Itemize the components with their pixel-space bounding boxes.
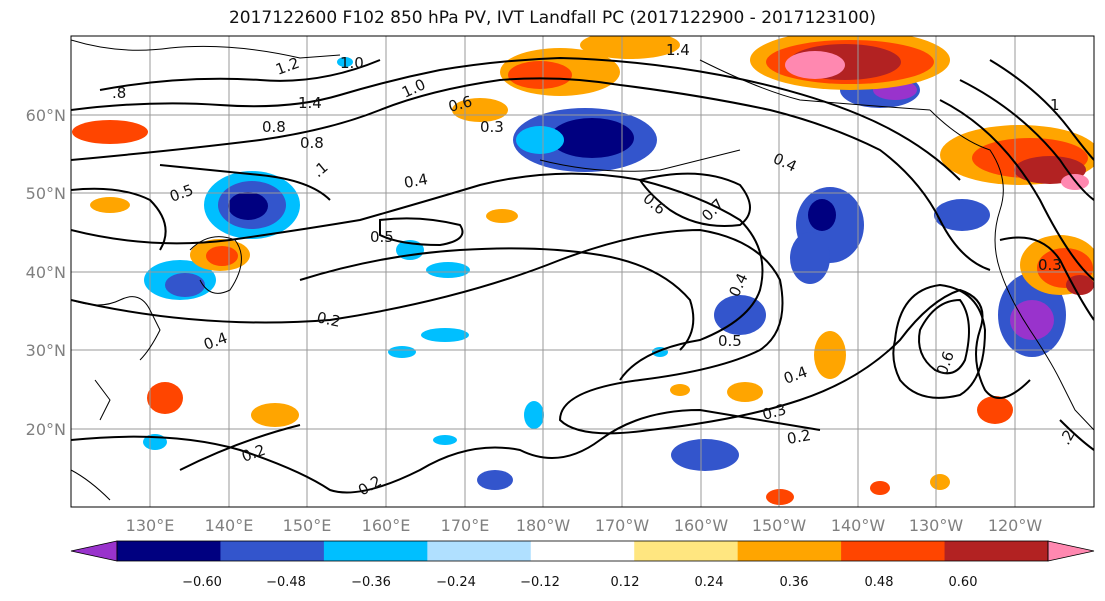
contour-line — [71, 172, 764, 381]
lat-axis: 60°N 50°N 40°N 30°N 20°N — [26, 106, 66, 439]
colorbar-segment — [220, 541, 325, 561]
figure-title: 2017122600 F102 850 hPa PV, IVT Landfall… — [228, 8, 876, 28]
contour-label: 1 — [1050, 96, 1060, 114]
contour-line — [71, 56, 961, 181]
colorbar-segment — [944, 541, 1049, 561]
lon-tick-label: 170°E — [441, 516, 490, 535]
colorbar-segment — [323, 541, 428, 561]
colorbar-tick-label: 0.60 — [949, 575, 978, 590]
colorbar-tick-label: −0.12 — [520, 575, 560, 590]
colorbar-tick-label: 0.48 — [865, 575, 894, 590]
contour-label: 0.2 — [786, 426, 813, 448]
contour-line — [159, 164, 331, 201]
lon-tick-label: 150°W — [752, 516, 807, 535]
colorbar-segment — [634, 541, 739, 561]
coastlines — [71, 39, 1094, 501]
lat-tick-label: 30°N — [26, 341, 66, 360]
lon-tick-label: 180°W — [516, 516, 571, 535]
colorbar-extend-low — [70, 540, 118, 562]
lon-tick-label: 140°E — [205, 516, 254, 535]
contour-label: 0.6 — [446, 92, 474, 116]
lat-tick-label: 20°N — [26, 420, 66, 439]
lon-tick-label: 170°W — [595, 516, 650, 535]
colorbar-extend-high — [1047, 540, 1095, 562]
colorbar-tick-label: 0.12 — [611, 575, 640, 590]
contour-label: 0.2 — [315, 308, 342, 331]
colorbar-tick-label: −0.60 — [182, 575, 222, 590]
contour-line — [299, 247, 695, 351]
contour-line — [959, 79, 1094, 201]
lon-tick-label: 160°W — [674, 516, 729, 535]
colorbar-tick-label: 0.24 — [695, 575, 724, 590]
contour-label: 0.8 — [262, 118, 286, 136]
colorbar-segment — [841, 541, 946, 561]
contour-line — [999, 236, 1094, 321]
contour-label: 1.0 — [340, 54, 364, 72]
lon-tick-label: 120°W — [988, 516, 1043, 535]
contour-line — [892, 283, 987, 399]
contour-label: 0.8 — [300, 134, 324, 152]
lon-tick-label: 130°E — [126, 516, 175, 535]
contour-label: 1.4 — [298, 94, 322, 112]
contour-line — [71, 408, 821, 494]
lon-tick-label: 140°W — [831, 516, 886, 535]
lat-tick-label: 40°N — [26, 263, 66, 282]
contour-line — [99, 59, 381, 91]
colorbar-segment — [117, 541, 221, 561]
lat-tick-label: 60°N — [26, 106, 66, 125]
contour-line — [179, 424, 301, 471]
colorbar-segment — [737, 541, 842, 561]
lon-tick-label: 130°W — [909, 516, 964, 535]
contour-label: 0.4 — [403, 170, 430, 192]
contour-label: 0.3 — [760, 400, 788, 424]
lat-tick-label: 50°N — [26, 184, 66, 203]
pv-contours — [71, 56, 1094, 494]
contour-line — [379, 217, 464, 247]
graticule — [71, 36, 1094, 507]
lon-tick-label: 150°E — [283, 516, 332, 535]
colorbar-tick-label: −0.36 — [351, 575, 391, 590]
contour-label: 0.5 — [370, 228, 394, 246]
lon-tick-label: 160°E — [362, 516, 411, 535]
contour-line — [918, 298, 970, 375]
contour-label: .8 — [112, 84, 126, 102]
contour-label: 0.3 — [480, 118, 504, 136]
contour-line — [638, 172, 751, 227]
map-frame — [70, 35, 1095, 508]
contour-line — [71, 77, 991, 271]
lon-axis: 130°E 140°E 150°E 160°E 170°E 180°W 170°… — [126, 516, 1043, 535]
colorbar-tick-label: 0.36 — [780, 575, 809, 590]
colorbar-tick-label: −0.24 — [436, 575, 476, 590]
contour-label: 1.4 — [666, 41, 690, 59]
colorbar-segment — [530, 541, 635, 561]
colorbar-tick-label: −0.48 — [266, 575, 306, 590]
colorbar: −0.60 −0.48 −0.36 −0.24 −0.12 0.12 0.24 … — [70, 540, 1095, 590]
contour-line — [1059, 419, 1094, 451]
contour-label: 0.3 — [1038, 256, 1062, 274]
colorbar-segment — [427, 541, 532, 561]
contour-line — [71, 187, 167, 251]
contour-line — [939, 99, 1094, 281]
contour-label: 0.5 — [718, 332, 742, 350]
contour-line — [989, 59, 1094, 161]
